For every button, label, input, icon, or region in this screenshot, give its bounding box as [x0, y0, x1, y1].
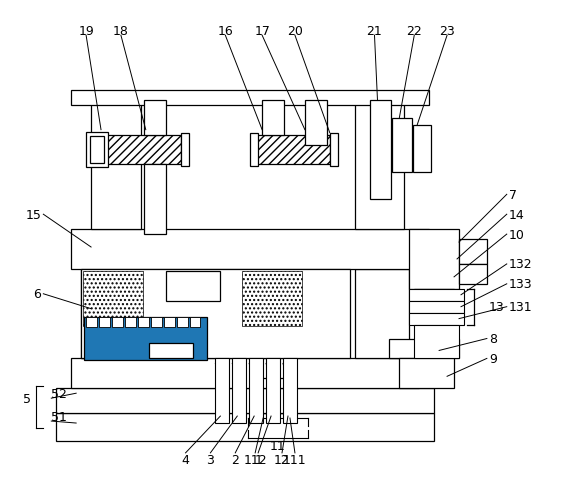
Text: 111: 111	[283, 453, 307, 466]
Bar	[409, 229, 459, 289]
Text: 131: 131	[509, 301, 533, 314]
Bar	[413, 125, 431, 173]
Bar	[56, 388, 434, 413]
Bar	[400, 359, 454, 388]
Bar	[181, 133, 188, 167]
Bar	[232, 359, 246, 423]
Text: 3: 3	[207, 453, 215, 466]
Bar	[99, 317, 110, 327]
Bar	[255, 135, 330, 165]
Bar	[166, 272, 220, 301]
Text: 21: 21	[367, 25, 383, 38]
Bar	[266, 359, 280, 423]
Bar	[151, 317, 162, 327]
Text: 1: 1	[254, 453, 262, 466]
Bar	[190, 317, 200, 327]
Text: 6: 6	[33, 288, 41, 301]
Bar	[86, 319, 205, 359]
Text: 10: 10	[509, 228, 525, 241]
Bar	[278, 379, 296, 388]
Bar	[84, 317, 207, 361]
Text: 52: 52	[52, 387, 67, 400]
Bar	[459, 239, 487, 265]
Bar	[262, 101, 284, 135]
Bar	[71, 359, 419, 388]
Text: 12: 12	[274, 453, 290, 466]
Bar	[330, 133, 338, 167]
Bar	[144, 101, 166, 135]
Bar	[164, 317, 174, 327]
Text: 19: 19	[78, 25, 94, 38]
Bar	[83, 272, 348, 357]
Text: 5: 5	[23, 392, 31, 405]
Bar	[216, 359, 229, 423]
Bar	[242, 272, 302, 326]
Bar	[414, 289, 454, 319]
Bar	[355, 270, 409, 359]
Bar	[144, 165, 166, 234]
Bar	[81, 270, 350, 359]
Text: 132: 132	[509, 258, 533, 271]
Bar	[409, 313, 464, 325]
Bar	[409, 289, 464, 301]
Bar	[90, 136, 104, 164]
Text: 18: 18	[113, 25, 129, 38]
Text: 17: 17	[254, 25, 270, 38]
Bar	[71, 91, 429, 106]
Bar	[112, 317, 123, 327]
Text: 20: 20	[287, 25, 303, 38]
Text: 11: 11	[270, 439, 286, 452]
Bar	[392, 119, 412, 173]
Bar	[81, 270, 136, 359]
Bar	[305, 101, 327, 145]
Text: 16: 16	[217, 25, 233, 38]
Text: 9: 9	[489, 352, 497, 365]
Bar	[177, 317, 187, 327]
Bar	[71, 229, 429, 270]
Text: 2: 2	[231, 453, 239, 466]
Text: 23: 23	[439, 25, 455, 38]
Bar	[255, 388, 295, 413]
Text: 112: 112	[243, 453, 267, 466]
Bar	[138, 317, 149, 327]
Bar	[459, 265, 487, 284]
Bar	[106, 135, 181, 165]
Text: 8: 8	[489, 332, 497, 345]
Bar	[355, 101, 404, 229]
Text: 13: 13	[489, 301, 505, 314]
Bar	[409, 301, 464, 313]
Bar	[250, 133, 258, 167]
Bar	[86, 132, 108, 168]
Bar	[56, 413, 434, 441]
Bar	[370, 101, 392, 200]
Bar	[149, 344, 194, 359]
Text: 7: 7	[509, 188, 517, 201]
Bar	[283, 359, 297, 423]
Text: 14: 14	[509, 208, 525, 221]
Text: 4: 4	[182, 453, 190, 466]
Bar	[258, 379, 276, 388]
Text: 22: 22	[406, 25, 422, 38]
Bar	[83, 272, 143, 326]
Bar	[414, 325, 459, 359]
Bar	[91, 101, 141, 229]
Text: 15: 15	[25, 208, 41, 221]
Text: 51: 51	[52, 410, 67, 423]
Bar	[125, 317, 136, 327]
Bar	[389, 339, 459, 359]
Bar	[86, 317, 97, 327]
Text: 133: 133	[509, 278, 533, 291]
Bar	[249, 359, 263, 423]
